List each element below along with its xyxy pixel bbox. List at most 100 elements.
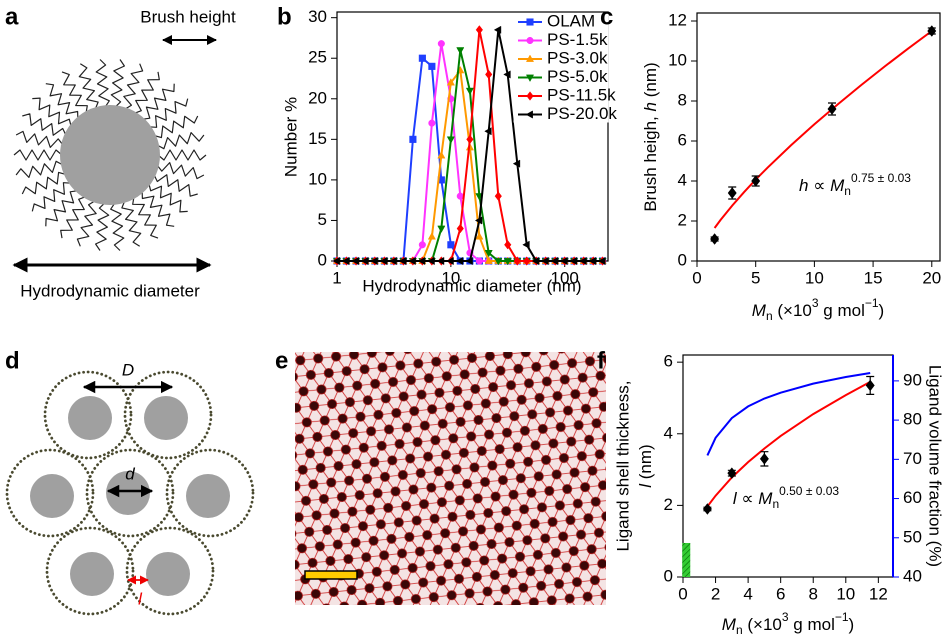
marker	[759, 452, 769, 465]
legend-label: OLAM	[547, 11, 595, 30]
label-part: h	[799, 176, 808, 195]
marker	[493, 25, 502, 34]
brush	[142, 83, 175, 120]
marker	[751, 175, 761, 187]
y2-tick-label: 90	[903, 370, 922, 389]
y-tick-label: 8	[678, 90, 687, 109]
label-part: −1	[835, 610, 849, 624]
label-part: l	[733, 489, 738, 508]
brush	[132, 196, 159, 239]
marker	[361, 256, 369, 266]
label-part: (×10	[743, 615, 782, 634]
annotation: l ∝ Mn0.50 ± 0.03	[733, 484, 840, 511]
brush	[15, 160, 64, 178]
cores	[30, 396, 230, 596]
brush	[15, 130, 64, 148]
y2-tick-label: 40	[903, 566, 922, 585]
D-label: D	[122, 360, 134, 379]
marker	[494, 258, 503, 266]
x-tick-label: 5	[751, 268, 760, 287]
marker	[475, 232, 484, 240]
brush	[121, 200, 142, 247]
panel-label: f	[597, 347, 606, 374]
legend-label: PS-5.0k	[547, 67, 608, 86]
y-tick-label: 5	[318, 210, 327, 229]
marker	[569, 256, 578, 266]
marker	[475, 257, 483, 265]
y-axis-label: Ligand shell thickness,	[613, 380, 632, 551]
x-tick-label: 0	[678, 584, 687, 603]
marker	[456, 223, 464, 234]
marker	[427, 256, 435, 266]
label-part: n	[844, 184, 851, 198]
y-tick-label: 20	[308, 88, 327, 107]
marker	[446, 136, 455, 144]
plot-frame	[682, 354, 894, 578]
marker	[408, 256, 416, 266]
marker	[525, 54, 535, 62]
marker	[351, 256, 359, 266]
x-axis-label: Mn (×103 g mol−1)	[722, 610, 854, 637]
brush	[133, 71, 160, 114]
y2-axis-label: Ligand volume fraction (%)	[926, 365, 945, 567]
brush	[153, 174, 198, 197]
marker	[475, 25, 483, 35]
y2-tick-label: 70	[903, 449, 922, 468]
y-tick-label: 2	[664, 495, 673, 514]
marker	[702, 503, 712, 515]
panel-label: e	[275, 347, 288, 374]
marker	[485, 69, 493, 80]
marker	[484, 256, 493, 264]
d-label: d	[125, 464, 135, 483]
diameter-label: Hydrodynamic diameter	[20, 281, 200, 300]
marker	[455, 256, 464, 266]
brush	[95, 59, 110, 108]
marker	[503, 258, 512, 266]
marker	[525, 110, 533, 119]
x-tick-label: 20	[922, 268, 941, 287]
brush	[45, 190, 78, 227]
marker	[710, 233, 720, 245]
brush	[123, 63, 144, 110]
marker	[526, 91, 534, 101]
marker	[484, 249, 493, 258]
x-tick-label: 4	[743, 584, 752, 603]
marker	[827, 103, 837, 115]
brush	[32, 97, 72, 127]
legend-label: PS-3.0k	[547, 48, 608, 67]
x-tick-label: 10	[836, 584, 855, 603]
y-tick-label: 0	[318, 250, 327, 269]
label-part: g mol	[789, 615, 835, 634]
marker	[550, 256, 559, 266]
marker	[525, 74, 535, 82]
label-part: 0.75 ± 0.03	[851, 171, 911, 185]
label-part: n	[772, 497, 779, 511]
marker	[341, 256, 350, 266]
y-tick-label: 10	[668, 50, 687, 69]
label-part: (×10	[773, 301, 812, 320]
y-tick-label: 10	[308, 169, 327, 188]
y-tick-label: 4	[664, 423, 673, 442]
brush	[45, 83, 79, 120]
label-part: ∝	[737, 489, 759, 508]
y-tick-label: 6	[678, 130, 687, 149]
label-part: n	[736, 623, 743, 637]
y-axis-label: Number %	[281, 97, 300, 177]
bar	[682, 542, 691, 577]
x-tick-label: 10	[805, 268, 824, 287]
marker	[379, 256, 388, 266]
brush	[148, 98, 189, 128]
label-part: 3	[782, 610, 789, 624]
marker	[465, 256, 473, 266]
marker	[727, 187, 737, 199]
y2-tick-label: 80	[903, 410, 922, 429]
marker	[418, 54, 426, 62]
x-axis-label: Mn (×103 g mol−1)	[752, 296, 884, 323]
marker	[541, 256, 549, 266]
x-tick-label: 100	[551, 268, 579, 287]
label-part: 0.50 ± 0.03	[779, 484, 839, 498]
label-part: M	[752, 301, 767, 320]
marker	[456, 47, 465, 55]
x-tick-label: 15	[864, 268, 883, 287]
brush	[22, 113, 67, 136]
